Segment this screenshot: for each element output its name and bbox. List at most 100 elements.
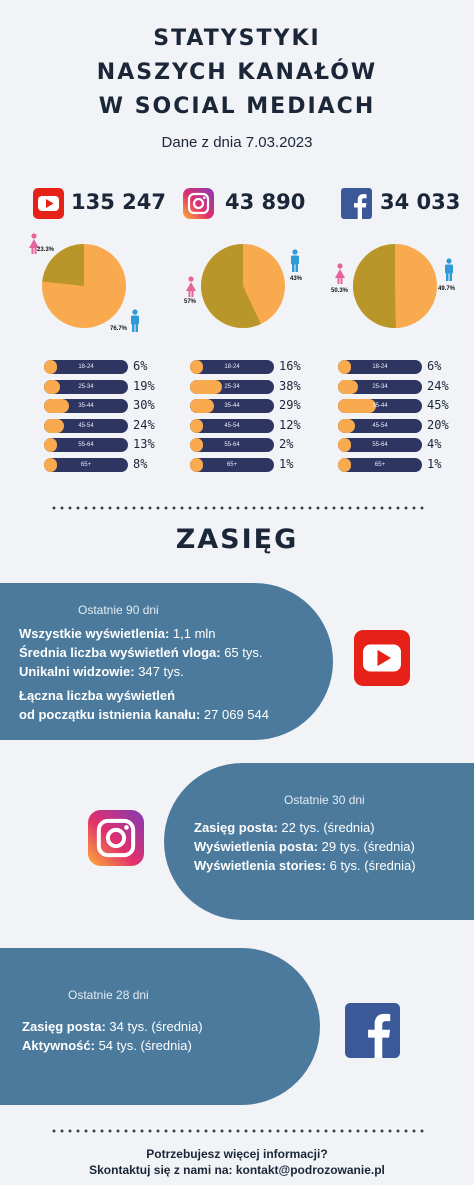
age-bar: 18-24 xyxy=(44,360,128,374)
facebook-reach-panel: Ostatnie 28 dni Zasięg posta: 34 tys. (ś… xyxy=(0,948,320,1105)
age-bar-fill xyxy=(338,379,359,394)
age-bar-percent: 20% xyxy=(427,417,449,432)
instagram-reach-period: Ostatnie 30 dni xyxy=(284,793,365,807)
youtube-female-pct: 23.3% xyxy=(37,247,55,253)
instagram-icon xyxy=(88,810,144,866)
age-bar-fill xyxy=(338,360,352,374)
age-bar-label: 45-54 xyxy=(372,422,388,429)
age-bar-label: 25-34 xyxy=(78,383,94,390)
age-bar-fill xyxy=(338,399,376,414)
age-bar: 18-24 xyxy=(338,360,422,374)
facebook-age-bars: 18-24 6% 25-34 24% 35-44 45% 45-54 20% 55-64 4% 65… xyxy=(338,359,474,480)
instagram-reach-line-2: Wyświetlenia posta: 29 tys. (średnia) xyxy=(194,839,415,854)
age-bar-fill xyxy=(190,360,204,374)
age-bar: 25-34 xyxy=(190,379,274,394)
age-bar-percent: 6% xyxy=(427,359,442,373)
age-bar: 55-64 xyxy=(190,438,274,453)
female-icon xyxy=(29,233,39,254)
data-date: Dane z dnia 7.03.2023 xyxy=(161,134,313,151)
female-slice xyxy=(352,244,396,328)
age-bar-percent: 1% xyxy=(427,457,442,471)
youtube-icon xyxy=(354,630,410,686)
male-icon xyxy=(291,249,299,272)
facebook-reach-line-2: Aktywność: 54 tys. (średnia) xyxy=(22,1038,192,1053)
age-bar-fill xyxy=(190,399,215,414)
instagram-reach-line-1: Zasięg posta: 22 tys. (średnia) xyxy=(194,820,375,835)
age-bar-percent: 38% xyxy=(279,378,301,393)
age-bar-label: 35-44 xyxy=(372,403,388,410)
age-bar-label: 55-64 xyxy=(224,442,240,449)
age-bar: 18-24 xyxy=(190,360,274,374)
facebook-reach-period: Ostatnie 28 dni xyxy=(68,988,149,1002)
facebook-followers: 34 033 xyxy=(380,190,461,214)
age-bar-fill xyxy=(44,360,58,374)
age-bar-label: 45-54 xyxy=(78,422,94,429)
instagram-reach-line-3: Wyświetlenia stories: 6 tys. (średnia) xyxy=(194,858,416,873)
male-icon xyxy=(445,258,453,281)
age-bar: 45-54 xyxy=(44,418,128,433)
footer-question: Potrzebujesz więcej informacji? xyxy=(146,1147,328,1161)
age-bar: 25-34 xyxy=(338,379,422,394)
age-bar: 45-54 xyxy=(338,418,422,433)
age-bar-percent: 30% xyxy=(133,398,155,413)
age-bar: 25-34 xyxy=(44,379,128,394)
age-bar: 55-64 xyxy=(44,438,128,453)
age-bar-label: 55-64 xyxy=(372,442,388,449)
footer-contact[interactable]: Skontaktuj się z nami na: kontakt@podroz… xyxy=(89,1163,385,1177)
age-bar-label: 25-34 xyxy=(372,383,388,390)
female-icon xyxy=(335,263,345,284)
female-icon xyxy=(186,276,196,297)
youtube-icon xyxy=(33,188,64,219)
facebook-icon xyxy=(345,1003,400,1058)
age-bar-percent: 24% xyxy=(133,417,155,432)
age-bar-fill xyxy=(44,399,70,414)
facebook-gender-pie xyxy=(352,244,437,328)
age-bar-fill xyxy=(44,418,65,433)
facebook-male-pct: 49.7% xyxy=(438,286,456,292)
age-bar-fill xyxy=(44,438,58,453)
age-bar: 65+ xyxy=(44,458,128,472)
age-bar: 55-64 xyxy=(338,438,422,453)
age-bar-label: 35-44 xyxy=(224,403,240,410)
female-slice xyxy=(200,244,261,328)
age-bar-fill xyxy=(190,379,222,394)
dotted-divider xyxy=(50,1129,424,1133)
age-bar-percent: 6% xyxy=(133,359,148,373)
age-bar: 65+ xyxy=(190,458,274,472)
youtube-reach-line-3: Unikalni widzowie: 347 tys. xyxy=(19,664,184,679)
age-bar-label: 18-24 xyxy=(78,364,94,370)
age-bar-percent: 8% xyxy=(133,457,148,471)
youtube-age-bars: 18-24 6% 25-34 19% 35-44 30% 45-54 24% 55-64 13% 6… xyxy=(44,359,184,480)
instagram-followers: 43 890 xyxy=(225,190,306,214)
reach-heading: ZASIĘG xyxy=(175,524,299,555)
title-line-2: NASZYCH KANAŁÓW xyxy=(96,60,378,85)
age-bar-label: 25-34 xyxy=(224,383,240,390)
age-bar-percent: 45% xyxy=(427,398,449,413)
age-bar-percent: 24% xyxy=(427,378,449,393)
age-bar-label: 35-44 xyxy=(78,403,94,410)
dotted-divider xyxy=(50,506,424,510)
age-bar-percent: 13% xyxy=(133,437,155,452)
instagram-reach-panel: Ostatnie 30 dni Zasięg posta: 22 tys. (ś… xyxy=(164,763,474,920)
age-bar-label: 55-64 xyxy=(78,442,94,449)
facebook-reach-line-1: Zasięg posta: 34 tys. (średnia) xyxy=(22,1019,203,1034)
instagram-gender-pie xyxy=(200,244,285,328)
age-bar-fill xyxy=(190,438,204,453)
youtube-male-pct: 76.7% xyxy=(110,326,128,332)
facebook-female-pct: 50.3% xyxy=(331,288,349,294)
age-bar: 35-44 xyxy=(338,399,422,414)
age-bar-percent: 4% xyxy=(427,437,442,452)
age-bar-label: 18-24 xyxy=(224,364,240,370)
age-bar-percent: 12% xyxy=(279,417,301,432)
age-bar: 35-44 xyxy=(44,399,128,414)
age-bar: 65+ xyxy=(338,458,422,472)
age-bar-label: 65+ xyxy=(374,462,386,468)
age-bar-fill xyxy=(44,379,60,394)
facebook-icon xyxy=(341,188,372,219)
age-bar: 35-44 xyxy=(190,399,274,414)
youtube-total-line: od początku istnienia kanału: 27 069 544 xyxy=(19,707,269,722)
youtube-reach-line-2: Średnia liczba wyświetleń vloga: 65 tys. xyxy=(19,645,263,660)
age-bar-percent: 2% xyxy=(279,437,294,452)
age-bar-percent: 19% xyxy=(133,378,155,393)
age-bar-fill xyxy=(190,458,204,472)
